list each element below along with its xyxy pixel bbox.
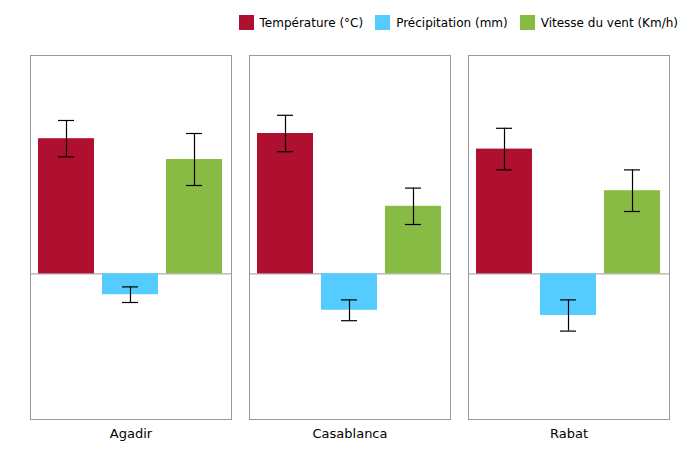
svg-text:Rabat: Rabat <box>550 426 588 441</box>
html-text:Température (°C): Température (°C) <box>259 15 364 30</box>
html-text:Vitesse du vent (Km/h): Vitesse du vent (Km/h) <box>540 15 678 30</box>
svg-text:Casablanca: Casablanca <box>313 426 388 441</box>
html-text:Précipitation (mm): Précipitation (mm) <box>396 15 508 30</box>
svg-text:Agadir: Agadir <box>110 426 153 441</box>
